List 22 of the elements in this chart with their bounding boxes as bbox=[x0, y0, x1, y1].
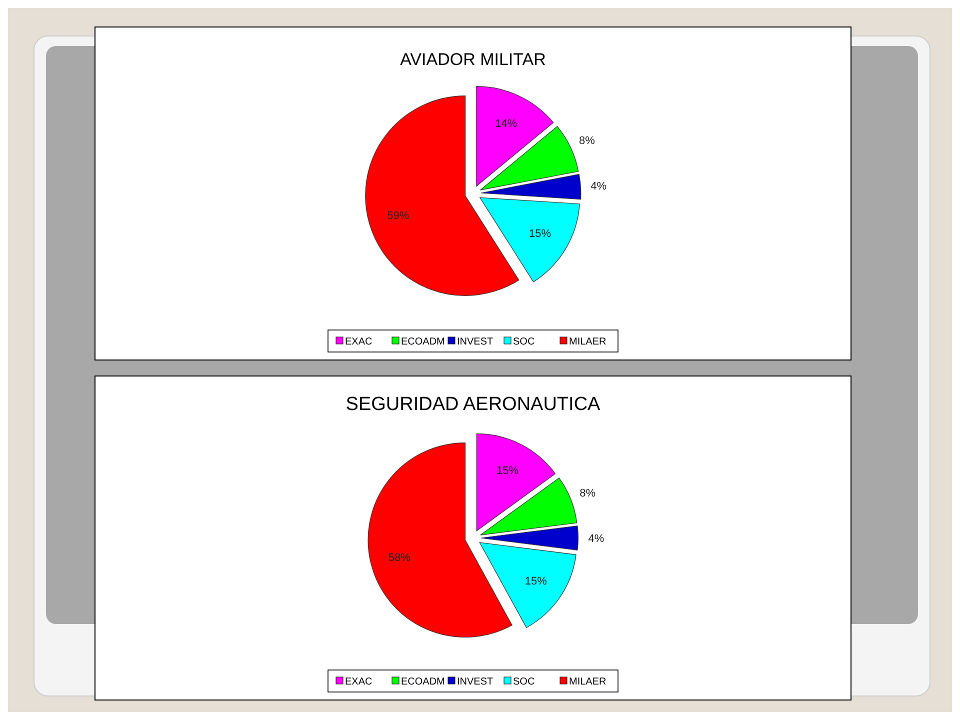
legend-label: EXAC bbox=[345, 676, 372, 688]
data-label: 15% bbox=[529, 228, 552, 240]
data-label: 14% bbox=[495, 118, 518, 130]
data-label: 15% bbox=[496, 465, 519, 478]
legend-label: ECOADM bbox=[401, 336, 445, 348]
legend-label: ECOADM bbox=[401, 676, 445, 688]
legend-label: INVEST bbox=[457, 336, 494, 348]
chart-title: AVIADOR MILITAR bbox=[400, 50, 546, 69]
data-label: 8% bbox=[578, 134, 596, 147]
data-label: 58% bbox=[388, 552, 411, 564]
legend-label: SOC bbox=[513, 676, 535, 688]
legend-label: MILAER bbox=[569, 676, 606, 688]
legend-label: SOC bbox=[513, 336, 535, 348]
data-label: 15% bbox=[524, 576, 548, 588]
data-label: 4% bbox=[588, 532, 604, 545]
data-label: 8% bbox=[580, 487, 596, 500]
legend-label: MILAER bbox=[569, 336, 606, 348]
legend-label: EXAC bbox=[345, 336, 372, 348]
legend-label: INVEST bbox=[457, 676, 494, 688]
data-label: 59% bbox=[387, 210, 410, 222]
data-label: 4% bbox=[590, 180, 607, 192]
chart-title: SEGURIDAD AERONAUTICA bbox=[346, 394, 601, 415]
